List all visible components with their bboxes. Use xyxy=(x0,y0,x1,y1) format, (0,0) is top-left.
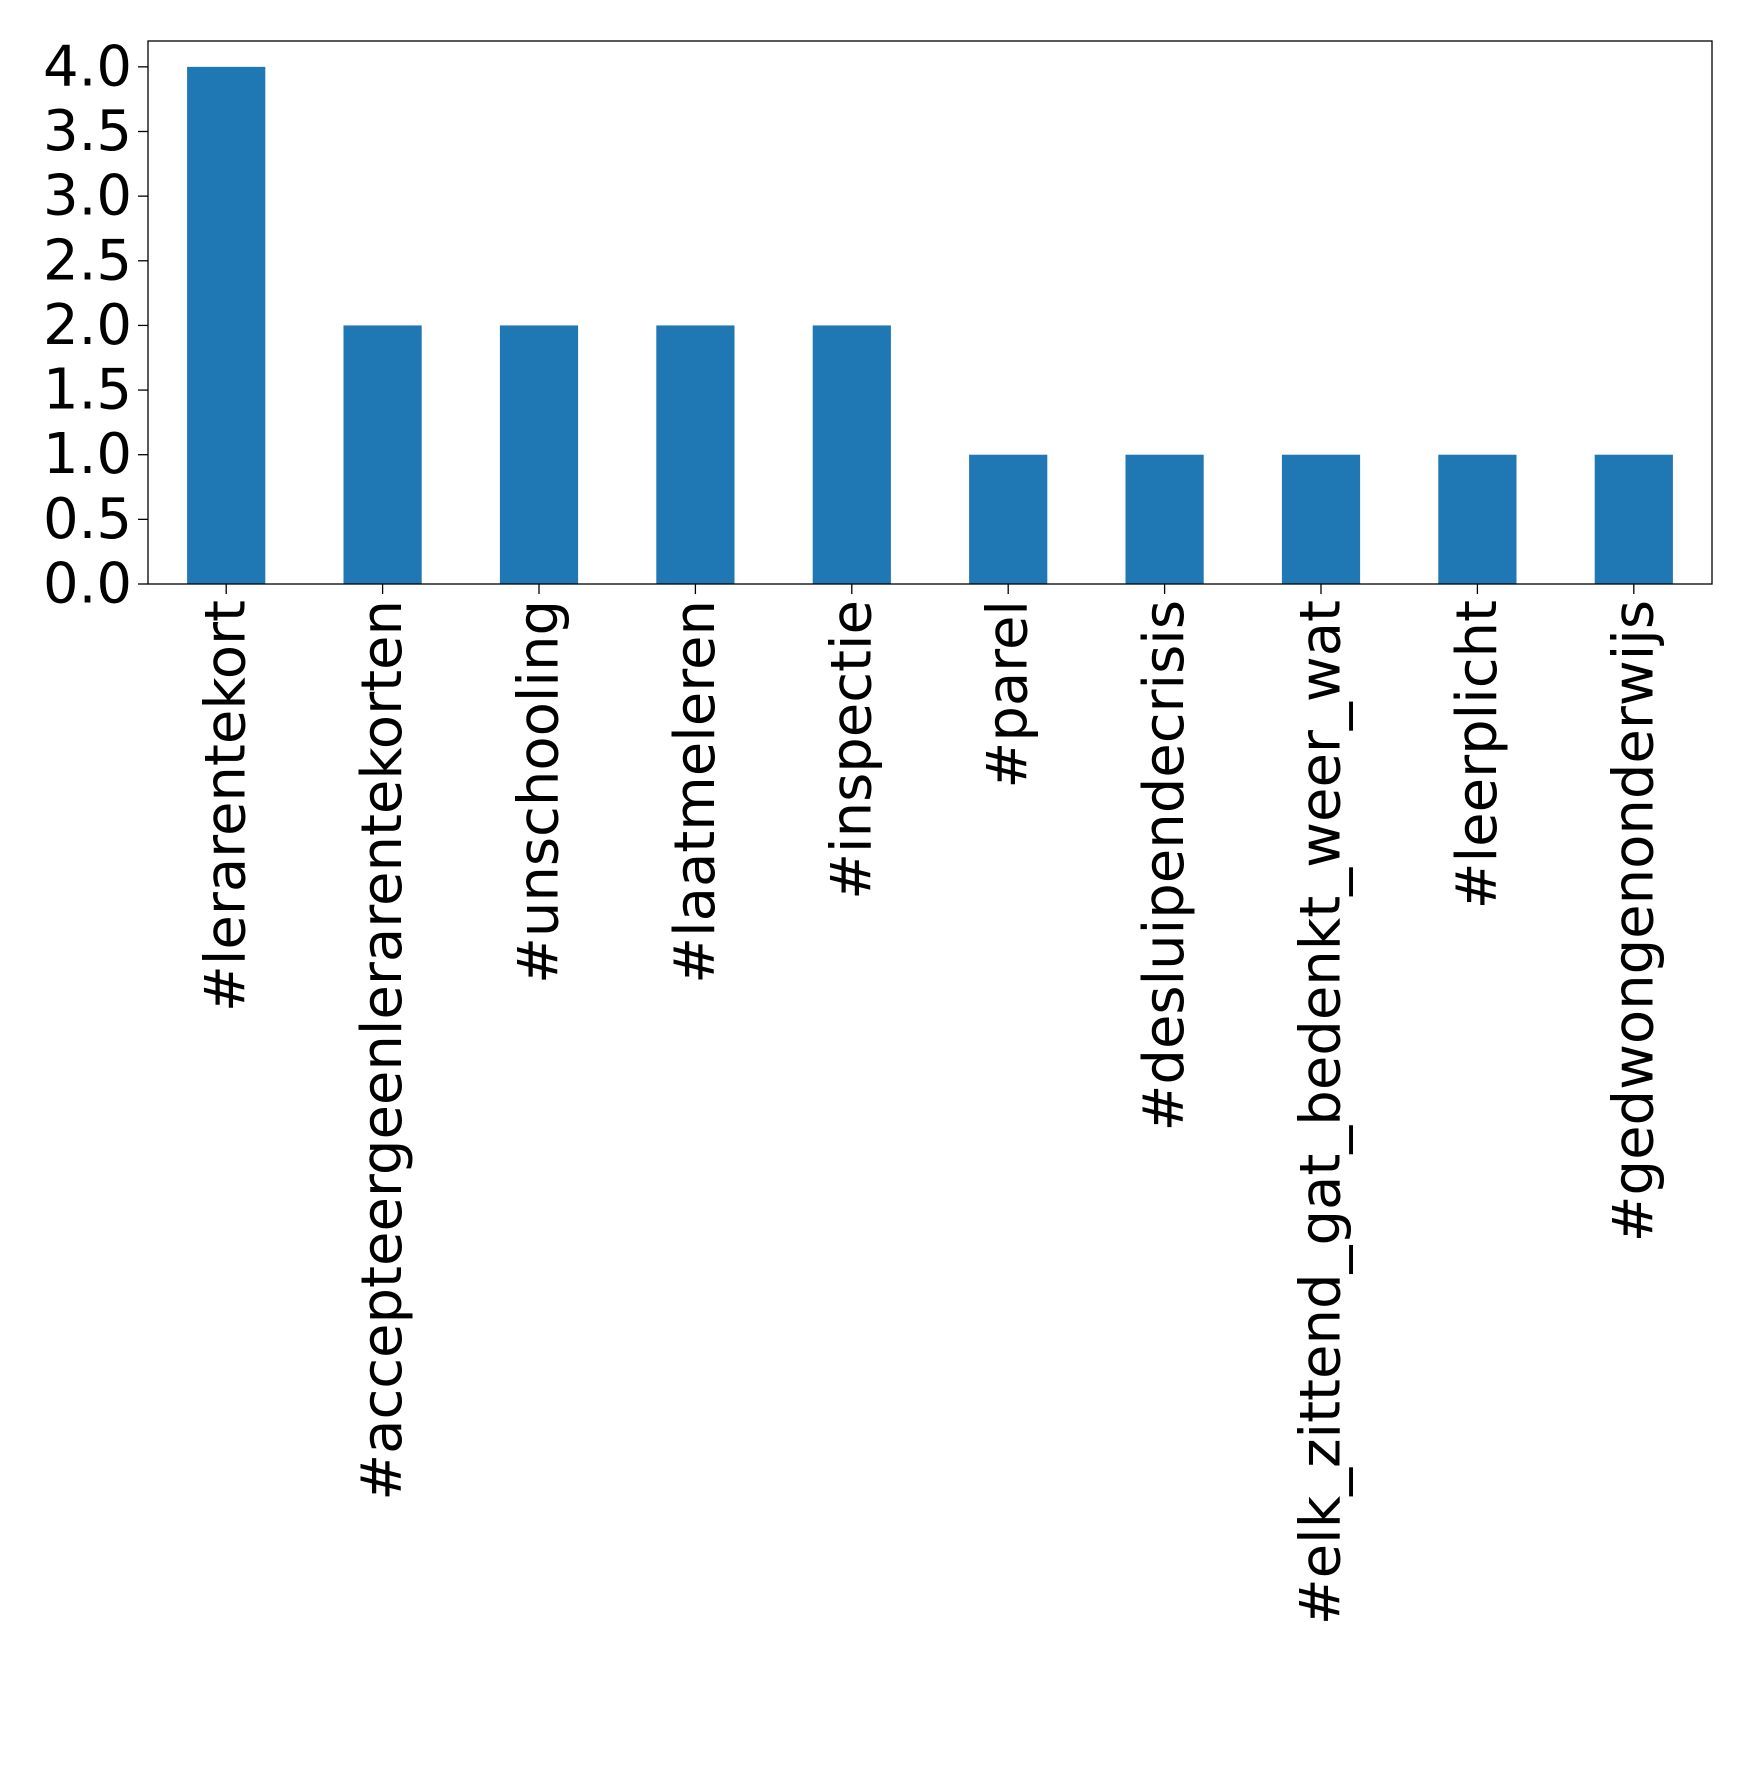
bar-8 xyxy=(1438,454,1517,584)
bar-2 xyxy=(499,325,579,584)
y-tick-label-4: 2.0 xyxy=(43,293,132,358)
x-tick-label-0: #lerarentekort xyxy=(194,600,259,1012)
y-axis: 0.00.51.01.52.02.53.03.54.0 xyxy=(43,34,148,617)
y-tick-label-1: 0.5 xyxy=(43,487,132,552)
x-tick-label-8: #leerplicht xyxy=(1445,600,1510,909)
y-tick-label-6: 3.0 xyxy=(43,164,132,229)
bar-4 xyxy=(812,325,891,584)
y-tick-label-7: 3.5 xyxy=(43,99,132,164)
x-axis: #lerarentekort #accepteergeenlerarentekor… xyxy=(194,584,1666,1625)
x-tick-label-1: #accepteergeenlerarentekorten xyxy=(350,600,415,1501)
bar-3 xyxy=(656,325,735,584)
bar-0 xyxy=(187,66,266,585)
bar-5 xyxy=(969,454,1048,584)
x-tick-label-4: #inspectie xyxy=(819,600,884,900)
x-tick-label-3: #laatmeleren xyxy=(663,600,728,984)
x-tick-label-9: #gedwongenonderwijs xyxy=(1601,600,1666,1242)
x-tick-label-7: #elk_zittend_gat_bedenkt_weer_wat xyxy=(1289,600,1354,1625)
y-tick-label-5: 2.5 xyxy=(43,228,132,293)
y-tick-label-8: 4.0 xyxy=(43,34,132,99)
bar-6 xyxy=(1125,454,1204,584)
plot-frame xyxy=(147,40,1713,585)
y-tick-label-0: 0.0 xyxy=(43,552,132,617)
bars-layer xyxy=(187,66,1673,585)
y-tick-label-3: 1.5 xyxy=(43,358,132,423)
bar-1 xyxy=(343,325,422,584)
x-tick-label-2: #unschooling xyxy=(507,600,572,984)
x-tick-label-5: #parel xyxy=(976,600,1041,789)
y-tick-label-2: 1.0 xyxy=(43,422,132,487)
bar-9 xyxy=(1594,454,1673,584)
bar-7 xyxy=(1281,454,1361,584)
x-tick-label-6: #desluipendecrisis xyxy=(1132,600,1197,1131)
